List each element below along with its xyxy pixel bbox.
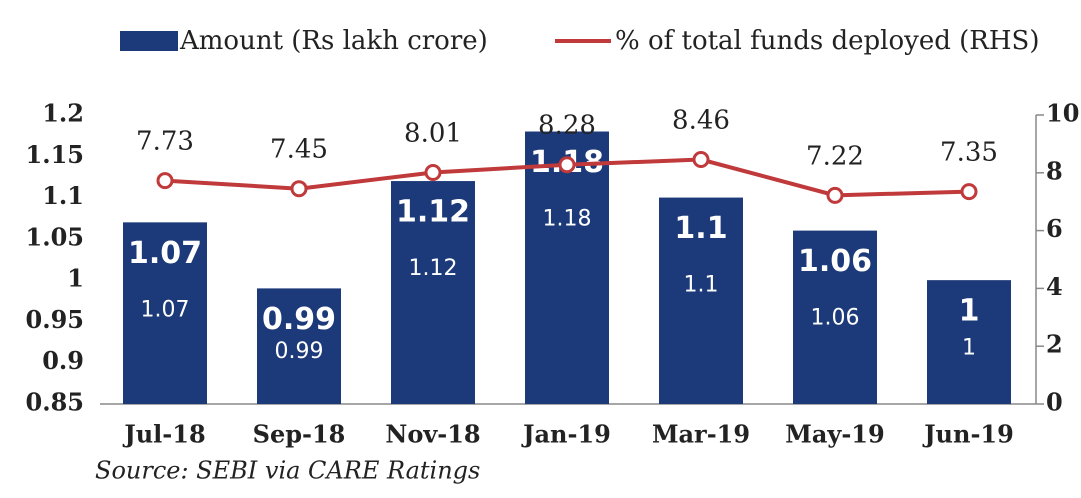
line-value-label: 7.35 <box>940 138 998 168</box>
bar-value-label-small: 1.12 <box>409 256 458 281</box>
bar <box>123 222 207 404</box>
y-tick-label: 0.95 <box>26 305 84 334</box>
y2-tick-label: 0 <box>1046 388 1063 417</box>
y2-tick-label: 2 <box>1046 330 1063 359</box>
y2-tick-label: 4 <box>1046 272 1063 301</box>
y-tick-label: 1.1 <box>42 181 84 210</box>
line-marker <box>156 172 174 190</box>
bar <box>525 131 609 404</box>
legend-swatch <box>120 31 178 51</box>
y2-tick-label: 10 <box>1046 99 1079 128</box>
y2-tick-label: 8 <box>1046 156 1063 185</box>
bar-value-label: 1.06 <box>798 244 872 279</box>
bar-value-label: 1 <box>959 294 980 329</box>
line-value-label: 7.73 <box>136 127 194 157</box>
bar-value-label-small: 0.99 <box>275 339 324 364</box>
line-marker <box>692 151 710 169</box>
y-tick-label: 1.05 <box>26 222 84 251</box>
line-value-label: 8.28 <box>538 111 596 141</box>
x-tick-label: Mar-19 <box>652 420 750 449</box>
bar-value-label: 1.1 <box>674 211 727 246</box>
line-marker <box>290 180 308 198</box>
y-tick-label: 1.2 <box>42 99 84 128</box>
y-tick-label: 1.15 <box>26 140 84 169</box>
bar-value-label-small: 1.06 <box>811 306 860 331</box>
y2-tick-label: 6 <box>1046 214 1063 243</box>
bar-value-label-small: 1.1 <box>684 273 719 298</box>
bar <box>257 288 341 404</box>
bar-value-label-small: 1.07 <box>141 297 190 322</box>
x-tick-label: Sep-18 <box>253 420 346 449</box>
x-tick-label: Jun-19 <box>922 420 1014 449</box>
bar-value-label: 0.99 <box>262 302 336 337</box>
bar <box>927 280 1011 404</box>
bar-value-label: 1.12 <box>396 195 470 230</box>
line-value-label: 7.22 <box>806 141 864 171</box>
x-tick-label: Jan-19 <box>521 420 611 449</box>
bar <box>391 181 475 404</box>
line-value-label: 8.46 <box>672 106 730 136</box>
x-tick-label: May-19 <box>785 420 884 449</box>
bar <box>659 197 743 404</box>
line-marker <box>960 183 978 201</box>
x-tick-label: Jul-18 <box>122 420 205 449</box>
bar-value-label-small: 1 <box>962 335 976 360</box>
legend-label: Amount (Rs lakh crore) <box>179 26 488 56</box>
bar <box>793 230 877 404</box>
bar-value-label-small: 1.18 <box>543 207 592 232</box>
y-tick-label: 0.9 <box>42 346 84 375</box>
bar-value-label: 1.07 <box>128 236 202 271</box>
line-marker <box>424 164 442 182</box>
y-tick-label: 0.85 <box>26 388 84 417</box>
legend-label: % of total funds deployed (RHS) <box>615 26 1039 56</box>
line-value-label: 8.01 <box>404 119 462 149</box>
x-tick-label: Nov-18 <box>385 420 480 449</box>
source: Source: SEBI via CARE Ratings <box>95 457 480 485</box>
line-value-label: 7.45 <box>270 135 328 165</box>
line-marker <box>558 156 576 174</box>
line-marker <box>826 186 844 204</box>
y-tick-label: 1 <box>67 264 84 293</box>
